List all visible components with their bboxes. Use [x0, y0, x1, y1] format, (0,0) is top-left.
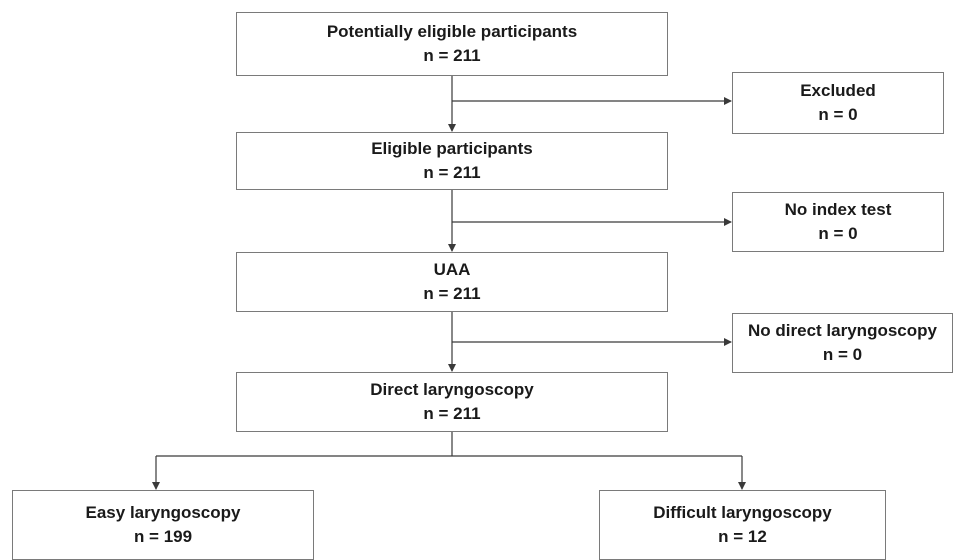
box-count: n = 211 [423, 402, 480, 426]
box-count: n = 0 [823, 343, 862, 367]
box-label: Easy laryngoscopy [86, 501, 241, 525]
box-uaa: UAA n = 211 [236, 252, 668, 312]
box-count: n = 211 [423, 44, 480, 68]
box-excluded: Excluded n = 0 [732, 72, 944, 134]
box-no-index-test: No index test n = 0 [732, 192, 944, 252]
box-label: Direct laryngoscopy [370, 378, 533, 402]
box-count: n = 12 [718, 525, 767, 549]
box-label: UAA [434, 258, 471, 282]
box-label: Difficult laryngoscopy [653, 501, 832, 525]
box-count: n = 0 [818, 103, 857, 127]
box-label: No index test [785, 198, 892, 222]
box-potentially-eligible: Potentially eligible participants n = 21… [236, 12, 668, 76]
box-direct-laryngoscopy: Direct laryngoscopy n = 211 [236, 372, 668, 432]
box-label: Eligible participants [371, 137, 533, 161]
box-easy-laryngoscopy: Easy laryngoscopy n = 199 [12, 490, 314, 560]
box-label: Excluded [800, 79, 876, 103]
box-count: n = 211 [423, 282, 480, 306]
box-count: n = 199 [134, 525, 192, 549]
box-difficult-laryngoscopy: Difficult laryngoscopy n = 12 [599, 490, 886, 560]
box-count: n = 211 [423, 161, 480, 185]
box-label: Potentially eligible participants [327, 20, 577, 44]
box-label: No direct laryngoscopy [748, 319, 937, 343]
box-eligible-participants: Eligible participants n = 211 [236, 132, 668, 190]
box-no-direct-laryngoscopy: No direct laryngoscopy n = 0 [732, 313, 953, 373]
box-count: n = 0 [818, 222, 857, 246]
